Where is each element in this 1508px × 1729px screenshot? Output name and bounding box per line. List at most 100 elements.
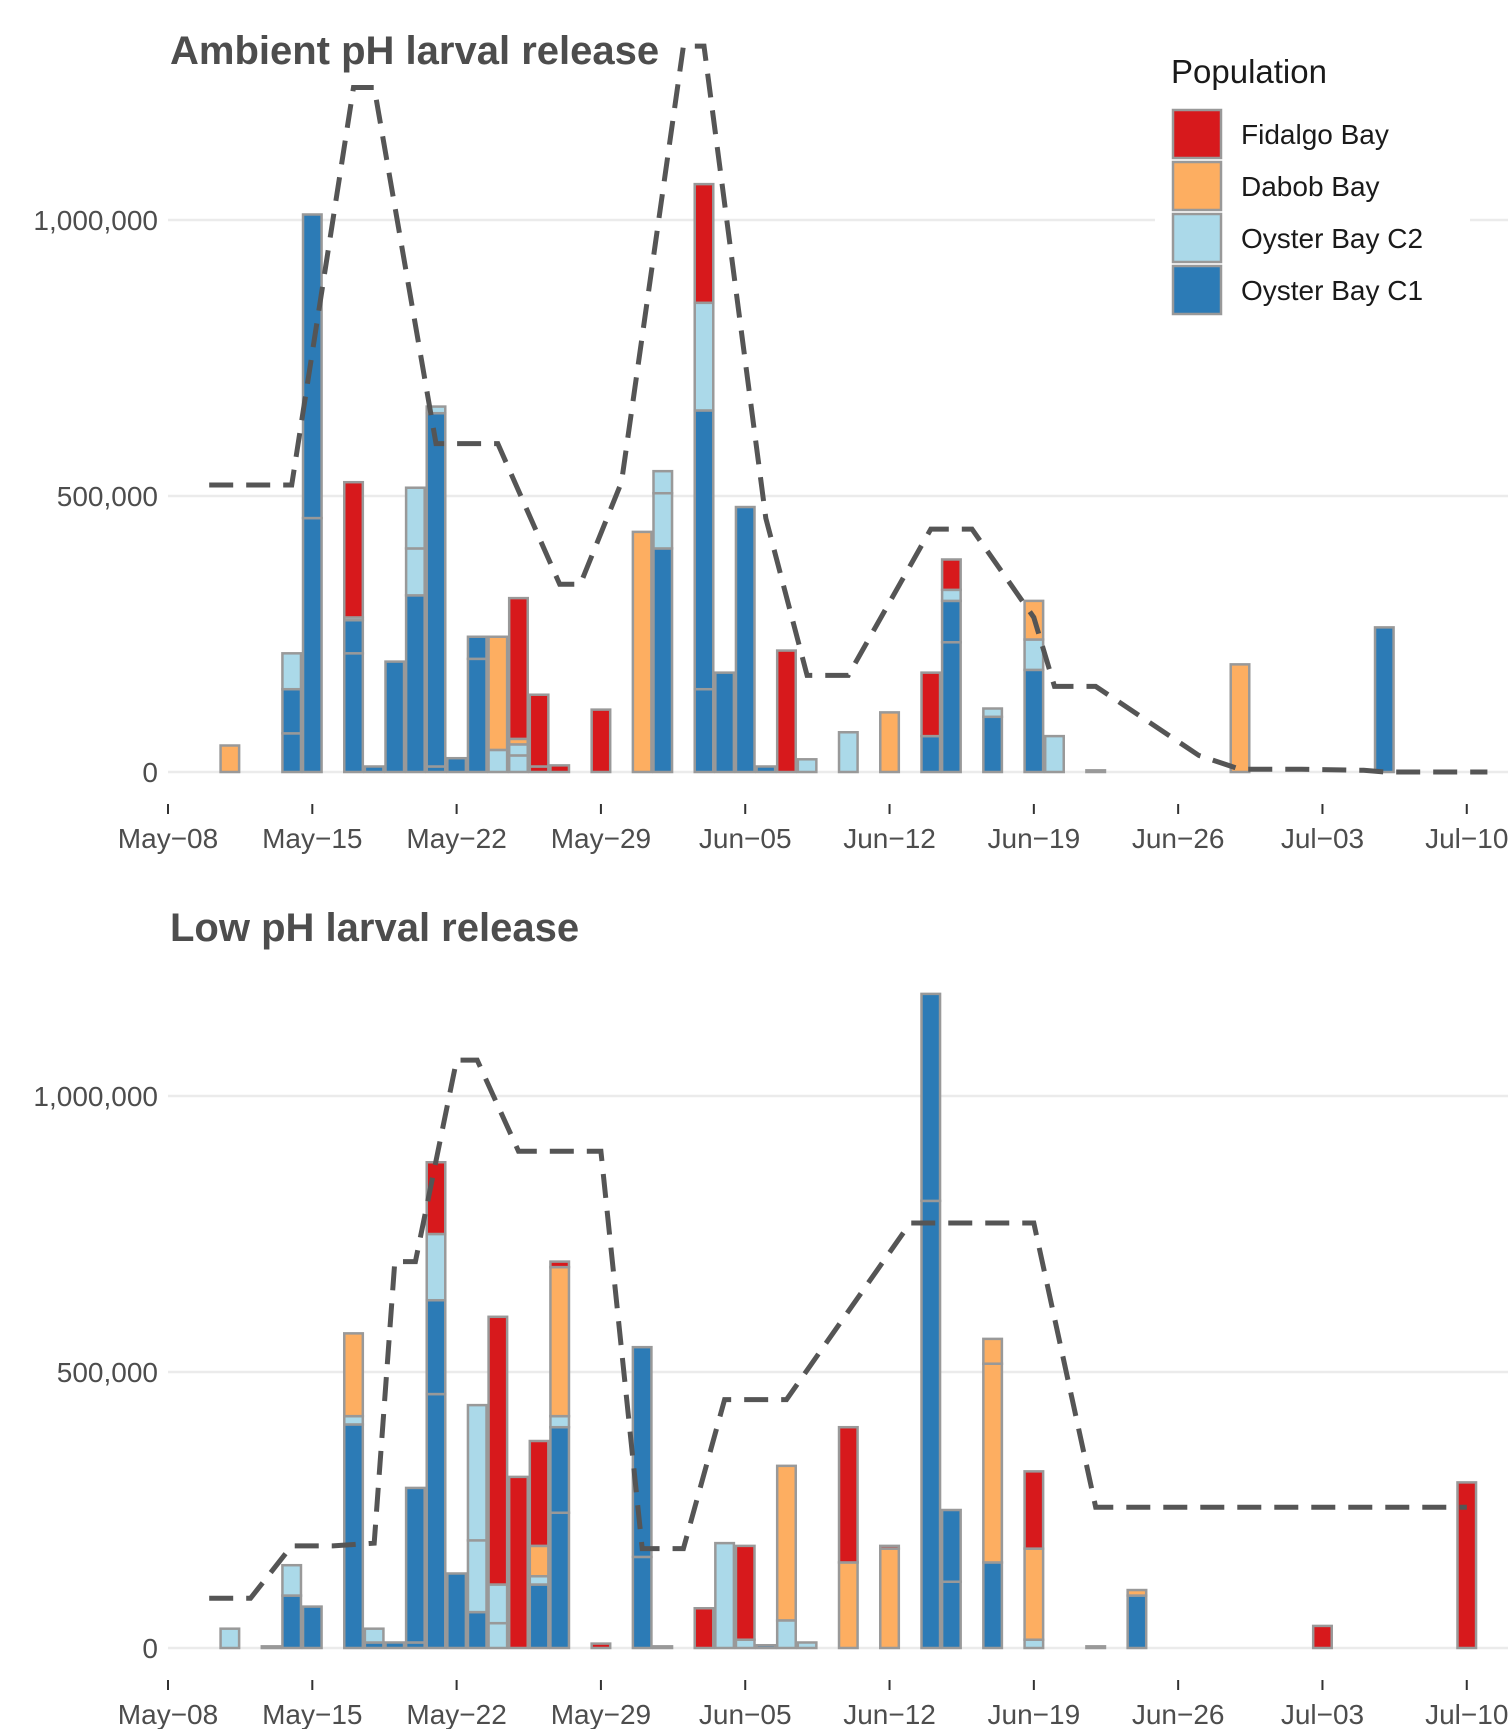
bar-stack [281, 1563, 303, 1650]
bar-segment [1023, 1547, 1045, 1641]
bar-stack [775, 649, 797, 774]
bar-segment [343, 652, 365, 774]
x-tick-label: May−29 [551, 823, 651, 854]
bar-segment [507, 596, 529, 741]
bar-stack [796, 1641, 818, 1650]
bar-segment [1043, 734, 1065, 774]
x-tick-label: Jun−05 [699, 1699, 792, 1729]
bar-segment [466, 657, 488, 774]
y-tick-label: 500,000 [57, 1357, 158, 1388]
bar-stack [734, 1544, 756, 1650]
bar-stack [1085, 769, 1107, 774]
bar-segment [549, 1265, 571, 1418]
bar-segment [219, 1627, 241, 1650]
bar-stack [837, 731, 859, 774]
y-tick-label: 500,000 [57, 481, 158, 512]
bar-segment [528, 1583, 550, 1650]
panel-title: Ambient pH larval release [170, 29, 659, 73]
bar-segment [301, 1605, 323, 1650]
bar-segment [920, 671, 942, 738]
bar-segment [590, 1642, 612, 1650]
bar-segment [837, 731, 859, 774]
mean-dashed-line [209, 1057, 1467, 1601]
bar-segment [714, 1541, 736, 1650]
bar-segment [281, 1563, 303, 1597]
bar-segment [879, 1547, 901, 1650]
mean-dashed-line [209, 43, 1488, 775]
bar-segment [487, 748, 509, 774]
y-tick-label: 1,000,000 [33, 205, 158, 236]
legend-swatch [1171, 160, 1223, 212]
bar-stack [796, 758, 818, 774]
bar-segment [404, 594, 426, 774]
bar-segment [260, 1645, 282, 1650]
bar-stack [487, 1315, 509, 1650]
bar-stack [301, 1605, 323, 1650]
bar-stack [425, 1160, 447, 1650]
bar-segment [1126, 1588, 1148, 1597]
bar-stack [693, 1607, 715, 1650]
bar-segment [343, 618, 365, 655]
bar-stack [1023, 599, 1045, 774]
bar-segment [714, 671, 736, 774]
bar-segment [1373, 626, 1395, 774]
bar-segment [425, 1392, 447, 1650]
legend: Population Fidalgo Bay Dabob Bay Oyster Ba… [1155, 44, 1470, 324]
bar-stack [260, 1645, 282, 1650]
bar-segment [281, 732, 303, 774]
bar-segment [940, 599, 962, 644]
bar-segment [549, 764, 571, 774]
bar-segment [775, 1619, 797, 1650]
bar-stack [219, 744, 241, 774]
bar-stack [446, 1572, 468, 1650]
x-tick-label: May−22 [406, 1699, 506, 1729]
bar-stack [652, 469, 674, 774]
bar-segment [466, 1610, 488, 1650]
bar-segment [652, 1645, 674, 1650]
bar-segment [281, 687, 303, 735]
bar-stack [404, 486, 426, 774]
bar-segment [755, 1643, 777, 1650]
bar-segment [982, 1561, 1004, 1650]
bar-stack [590, 1642, 612, 1650]
bar-stack [343, 480, 365, 774]
bar-stack [920, 671, 942, 774]
bar-segment [693, 1607, 715, 1650]
bar-stack [507, 596, 529, 774]
bar-stack [631, 1345, 653, 1650]
bar-stack [466, 1403, 488, 1650]
bar-stack [590, 708, 612, 774]
bar-segment [528, 1439, 550, 1548]
bar-segment [507, 1475, 529, 1650]
bar-stack [693, 182, 715, 774]
bar-stack [940, 1508, 962, 1650]
x-tick-label: Jun−12 [843, 1699, 936, 1729]
bar-segment [837, 1561, 859, 1650]
bar-stack [1311, 1624, 1333, 1650]
bar-segment [549, 1511, 571, 1650]
bar-stack [714, 1541, 736, 1650]
bar-stack [652, 1645, 674, 1650]
bar-segment [301, 516, 323, 774]
bar-stack [920, 992, 942, 1650]
bar-stack [734, 505, 756, 774]
bar-segment [281, 1594, 303, 1650]
bar-segment [775, 1464, 797, 1622]
y-tick-label: 1,000,000 [33, 1081, 158, 1112]
bar-stack [982, 707, 1004, 774]
bar-segment [404, 547, 426, 597]
bar-segment [982, 1337, 1004, 1365]
bar-stack [631, 530, 653, 774]
bar-segment [549, 1414, 571, 1429]
bar-stack [549, 764, 571, 774]
legend-label: Oyster Bay C1 [1241, 275, 1423, 306]
x-tick-label: May−15 [262, 823, 362, 854]
bar-segment [487, 1583, 509, 1625]
low-ph-panel: Low pH larval release 0 500,000 1,000,000 M… [33, 906, 1508, 1729]
bar-segment [343, 1332, 365, 1418]
bar-segment [507, 743, 529, 757]
bar-segment [404, 486, 426, 550]
bar-stack [466, 635, 488, 774]
bar-segment [631, 530, 653, 774]
bar-stack [940, 558, 962, 774]
